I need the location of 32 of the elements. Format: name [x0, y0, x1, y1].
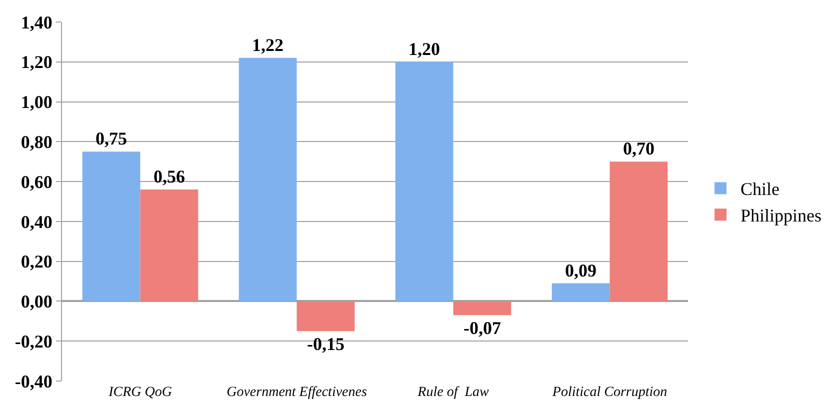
data-label: 0,70 — [622, 138, 654, 159]
y-tick-label: 0,00 — [20, 292, 52, 312]
bar — [552, 283, 610, 302]
bar — [610, 162, 668, 302]
data-label: 1,22 — [252, 34, 284, 55]
bar — [395, 62, 454, 302]
x-tick-label: Rule of Law — [416, 385, 490, 400]
bar — [238, 58, 297, 302]
bar — [296, 301, 355, 332]
data-label: 0,09 — [565, 260, 597, 280]
x-tick-label: ICRG QoG — [108, 385, 172, 400]
y-tick-label: 1,20 — [20, 52, 52, 72]
bar — [453, 301, 512, 316]
data-label: 0,75 — [96, 128, 128, 149]
data-label: -0,07 — [463, 318, 501, 338]
y-tick-label: 0,60 — [20, 172, 52, 192]
data-label: -0,15 — [306, 334, 344, 354]
bar — [82, 152, 140, 302]
data-label: 0,56 — [153, 166, 185, 187]
legend-label: Chile — [740, 179, 780, 200]
x-tick-label: Political Corruption — [551, 385, 668, 400]
y-tick-label: 0,40 — [20, 212, 52, 232]
bar — [140, 190, 198, 302]
y-tick-label: -0,40 — [14, 371, 52, 392]
x-tick-label: Government Effectivenes — [226, 385, 368, 400]
y-tick-label: 1,40 — [20, 12, 52, 32]
y-tick-label: 1,00 — [20, 92, 52, 112]
y-tick-label: -0,20 — [14, 331, 52, 352]
y-tick-label: 0,20 — [20, 252, 52, 272]
legend-label: Philippines — [740, 206, 822, 226]
y-tick-label: 0,80 — [20, 132, 52, 152]
data-label: 1,20 — [408, 38, 440, 59]
